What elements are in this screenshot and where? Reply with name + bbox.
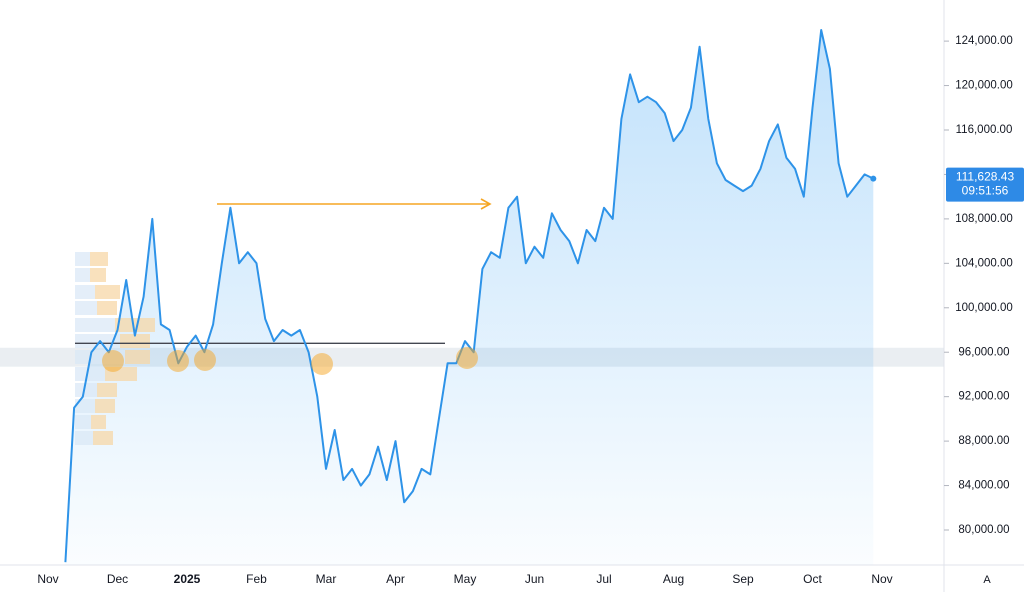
volume-profile <box>75 252 155 445</box>
auto-scale-label[interactable]: A <box>983 574 991 586</box>
y-tick-label: 104,000.00 <box>955 257 1013 269</box>
x-tick-label: Oct <box>803 572 822 586</box>
y-tick-label: 96,000.00 <box>958 346 1009 358</box>
highlight-circle <box>456 347 478 369</box>
price-tag-value: 111,628.43 <box>956 170 1015 184</box>
x-tick-label: Jun <box>525 572 544 586</box>
y-tick-label: 124,000.00 <box>955 35 1013 47</box>
x-tick-label: Jul <box>596 572 611 586</box>
y-tick-label: 80,000.00 <box>958 524 1009 536</box>
y-tick-label: 120,000.00 <box>955 80 1013 92</box>
last-point <box>870 175 877 182</box>
auto-scale-button[interactable] <box>975 570 999 590</box>
highlight-circle <box>194 349 216 371</box>
x-tick-label: Sep <box>732 572 754 586</box>
price-tag <box>946 167 1024 202</box>
y-tick-label: 84,000.00 <box>958 480 1009 492</box>
x-tick-label: May <box>454 572 477 586</box>
x-tick-label: Mar <box>316 572 337 586</box>
x-tick-label: Nov <box>871 572 892 586</box>
y-tick-label: 116,000.00 <box>956 124 1013 136</box>
x-tick-label: Dec <box>107 572 128 586</box>
area <box>65 30 874 565</box>
price-line <box>64 29 874 563</box>
x-tick-label: 2025 <box>174 572 201 586</box>
x-tick-label: Apr <box>386 572 405 586</box>
y-tick-label: 92,000.00 <box>958 391 1009 403</box>
y-tick-label: 100,000.00 <box>955 302 1013 314</box>
highlight-circle <box>167 350 189 372</box>
x-tick-label: Feb <box>246 572 267 586</box>
x-tick-label: Nov <box>37 572 58 586</box>
highlight-circle <box>102 350 124 372</box>
y-tick-label: 88,000.00 <box>958 435 1009 447</box>
price-tag-countdown: 09:51:56 <box>962 184 1009 198</box>
highlight-circle <box>311 353 333 375</box>
x-tick-label: Aug <box>663 572 684 586</box>
y-tick-label: 108,000.00 <box>955 213 1013 225</box>
